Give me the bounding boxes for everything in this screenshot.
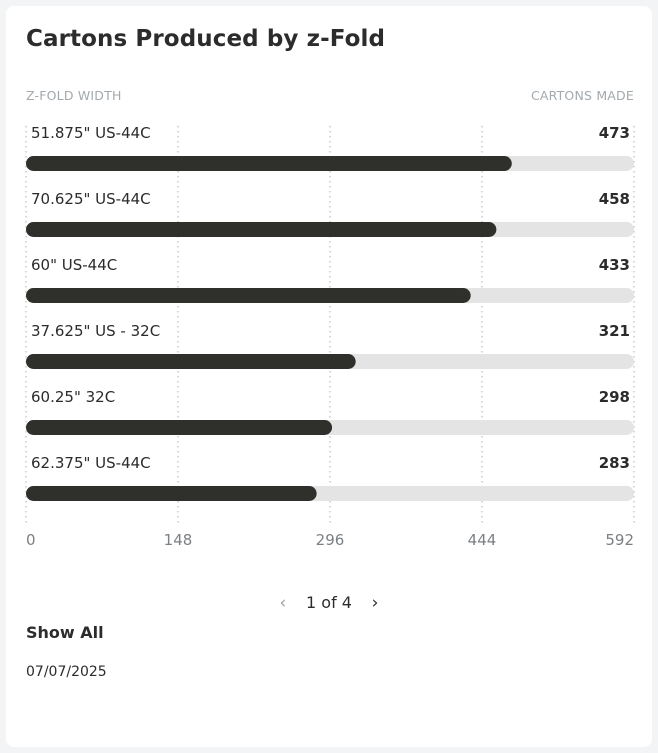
page-indicator: 1 of 4 [306, 593, 352, 612]
bar [26, 288, 471, 303]
bar [26, 156, 512, 171]
bar [26, 486, 317, 501]
tick-label: 444 [468, 531, 497, 549]
chart-title: Cartons Produced by z-Fold [26, 26, 386, 52]
value-label: 458 [599, 190, 630, 208]
category-label: 60" US-44C [31, 256, 117, 274]
tick-label: 0 [26, 531, 36, 549]
bar [26, 222, 497, 237]
pagination: ‹ 1 of 4 › [6, 593, 652, 613]
bar [26, 420, 333, 435]
category-label: 51.875" US-44C [31, 124, 151, 142]
value-label: 473 [599, 124, 630, 142]
value-label: 298 [599, 388, 630, 406]
category-label: 60.25" 32C [31, 388, 115, 406]
show-all-button[interactable]: Show All [26, 623, 104, 642]
chevron-left-icon[interactable]: ‹ [279, 593, 287, 613]
value-label: 283 [599, 454, 630, 472]
report-date: 07/07/2025 [26, 664, 107, 680]
tick-label: 296 [316, 531, 345, 549]
chevron-right-icon[interactable]: › [371, 593, 379, 613]
tick-label: 592 [605, 531, 634, 549]
category-label: 37.625" US - 32C [31, 322, 160, 340]
cartons-made-header: CARTONS MADE [530, 88, 634, 103]
value-label: 433 [599, 256, 630, 274]
bar-chart: 51.875" US-44C 473 70.625" US-44C 458 60" US… [25, 124, 635, 549]
value-label: 321 [599, 322, 630, 340]
tick-label: 148 [164, 531, 193, 549]
zfold-width-header: Z-FOLD WIDTH [26, 88, 122, 103]
category-label: 62.375" US-44C [31, 454, 151, 472]
category-label: 70.625" US-44C [31, 190, 151, 208]
chart-card: Cartons Produced by z-Fold Z-FOLD WIDTH … [6, 6, 652, 747]
bar [26, 354, 356, 369]
